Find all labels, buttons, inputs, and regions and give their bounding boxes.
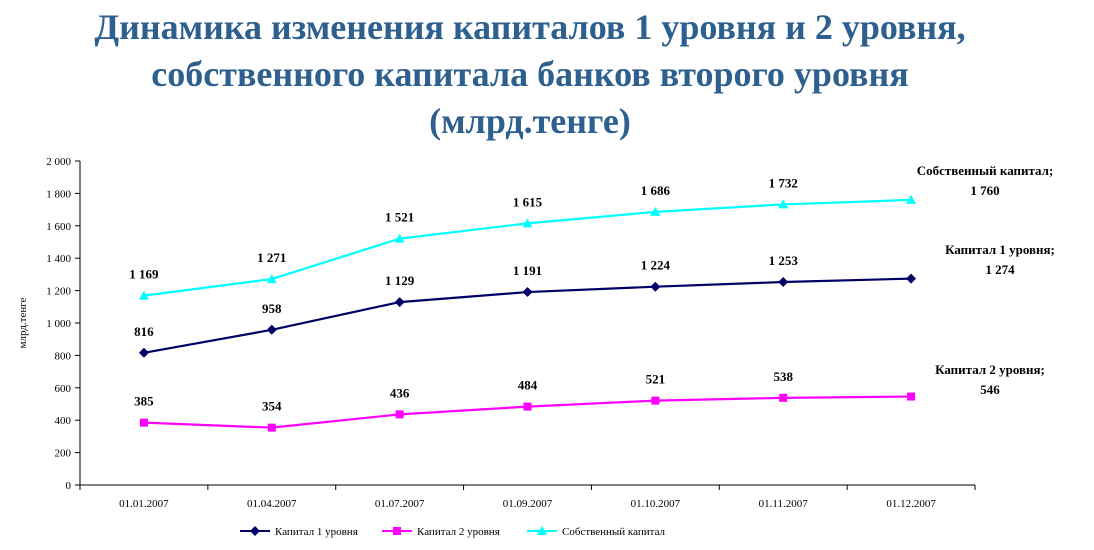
- data-label: 354: [262, 399, 282, 414]
- data-point: [778, 277, 789, 288]
- data-label: 1 521: [385, 210, 414, 225]
- legend-label: Собственный капитал: [562, 526, 666, 538]
- data-label: 1 169: [129, 267, 159, 282]
- y-tick-label: 200: [55, 448, 72, 460]
- y-tick-label: 1 800: [46, 188, 71, 200]
- end-labels: Капитал 1 уровня; 1 274 Капитал 2 уровня; 5…: [917, 163, 1055, 397]
- x-tick-label: 01.04.2007: [247, 498, 297, 510]
- y-tick-label: 1 600: [46, 221, 71, 233]
- data-point: [267, 423, 276, 432]
- y-axis-label: млрд.тенге: [17, 297, 29, 348]
- data-label: 436: [390, 385, 410, 400]
- data-point: [651, 396, 660, 405]
- x-tick-label: 01.10.2007: [631, 498, 681, 510]
- data-point: [394, 297, 405, 308]
- series-end-label: 1 760: [970, 183, 999, 198]
- series-end-label: Капитал 2 уровня;: [935, 362, 1045, 377]
- y-tick-label: 800: [55, 350, 72, 362]
- y-tick-label: 400: [55, 415, 72, 427]
- series-end-label: Капитал 1 уровня;: [945, 242, 1055, 257]
- y-tick-label: 1 400: [46, 253, 71, 265]
- data-label: 521: [646, 372, 666, 387]
- data-label: 385: [134, 394, 154, 409]
- x-tick-label: 01.12.2007: [886, 498, 936, 510]
- data-label: 1 271: [257, 250, 286, 265]
- data-point: [778, 199, 789, 209]
- legend-label: Капитал 2 уровня: [417, 526, 500, 538]
- title-line-3: (млрд.тенге): [429, 101, 631, 141]
- legend-marker: [393, 527, 401, 535]
- data-point: [523, 402, 532, 411]
- data-label: 1 191: [513, 263, 542, 278]
- data-point: [139, 418, 148, 427]
- title-line-2: собственного капитала банков второго уро…: [151, 54, 909, 94]
- data-label: 1 253: [769, 253, 799, 268]
- data-label: 958: [262, 301, 282, 316]
- data-point: [394, 233, 405, 243]
- legend-label: Капитал 1 уровня: [275, 526, 358, 538]
- x-tick-label: 01.09.2007: [503, 498, 553, 510]
- series-lines: [138, 194, 917, 432]
- y-tick-label: 1 200: [46, 286, 71, 298]
- y-tick-label: 1 000: [46, 318, 71, 330]
- data-label: 1 686: [641, 183, 671, 198]
- data-label: 484: [518, 378, 538, 393]
- x-tick-label: 01.11.2007: [759, 498, 809, 510]
- data-point: [138, 347, 149, 358]
- data-point: [650, 281, 661, 292]
- data-point: [138, 290, 149, 300]
- data-point: [522, 218, 533, 228]
- series-end-label: 546: [980, 382, 1000, 397]
- data-label: 1 615: [513, 194, 543, 209]
- chart-title: Динамика изменения капиталов 1 уровня и …: [0, 4, 1060, 145]
- data-point: [266, 274, 277, 284]
- legend-marker: [537, 526, 547, 535]
- data-point: [906, 194, 917, 204]
- y-tick-label: 2 000: [46, 156, 71, 168]
- legend: Капитал 1 уровня Капитал 2 уровня Собствен…: [240, 526, 666, 538]
- x-ticks: 01.01.2007 01.04.2007 01.07.2007 01.09.2007…: [79, 485, 976, 510]
- data-point: [906, 273, 917, 284]
- data-label: 816: [134, 324, 154, 339]
- y-tick-label: 600: [55, 383, 72, 395]
- data-point: [907, 392, 916, 401]
- data-point: [522, 287, 533, 298]
- data-labels: 816 958 1 129 1 191 1 224 1 253 385 354 436 484 52…: [129, 175, 798, 413]
- y-ticks: 0 200 400 600 800 1 000 1 200 1 400 1 600 1 800 2 …: [46, 156, 80, 492]
- data-point: [266, 324, 277, 335]
- y-tick-label: 0: [66, 480, 72, 492]
- series-end-label: 1 274: [985, 262, 1015, 277]
- data-label: 1 732: [769, 175, 798, 190]
- series-line: [143, 395, 912, 429]
- title-line-1: Динамика изменения капиталов 1 уровня и …: [94, 7, 966, 47]
- data-label: 538: [773, 369, 793, 384]
- legend-marker: [250, 526, 260, 536]
- data-label: 1 129: [385, 273, 415, 288]
- x-tick-label: 01.07.2007: [375, 498, 425, 510]
- data-point: [779, 393, 788, 402]
- x-tick-label: 01.01.2007: [119, 498, 169, 510]
- series-end-label: Собственный капитал;: [917, 163, 1054, 178]
- data-point: [650, 206, 661, 216]
- data-label: 1 224: [641, 258, 671, 273]
- data-point: [395, 410, 404, 419]
